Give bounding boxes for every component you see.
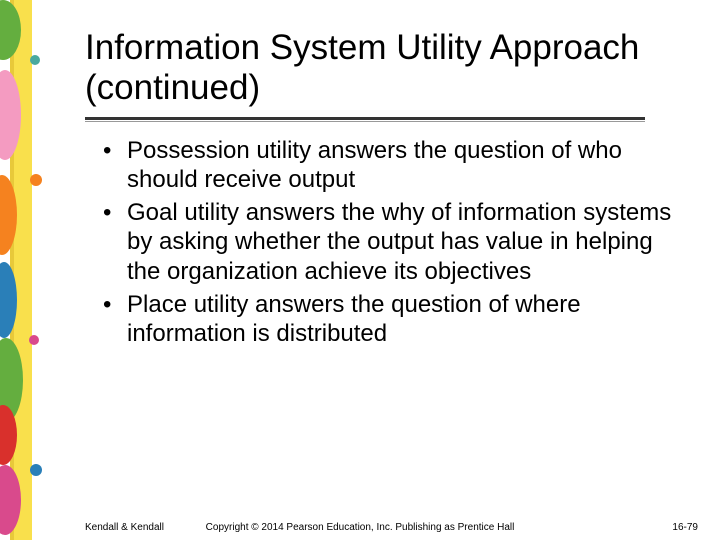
title-rule-thick bbox=[85, 117, 645, 120]
slide-left-decoration bbox=[0, 0, 50, 540]
bullet-item: Place utility answers the question of wh… bbox=[103, 290, 685, 349]
footer-page-number: 16-79 bbox=[672, 522, 698, 533]
title-rule-thin bbox=[85, 121, 645, 122]
slide-title: Information System Utility Approach (con… bbox=[85, 28, 685, 109]
footer-copyright: Copyright © 2014 Pearson Education, Inc.… bbox=[0, 522, 720, 533]
slide-content: Information System Utility Approach (con… bbox=[85, 28, 685, 352]
bullet-item: Goal utility answers the why of informat… bbox=[103, 198, 685, 286]
bullet-list: Possession utility answers the question … bbox=[103, 136, 685, 349]
bullet-item: Possession utility answers the question … bbox=[103, 136, 685, 195]
